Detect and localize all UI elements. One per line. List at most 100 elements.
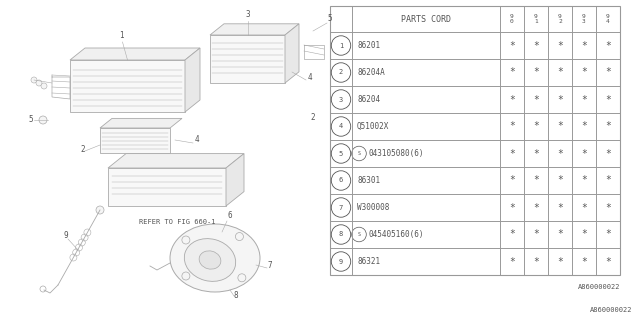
Text: *: * [533,94,539,105]
Circle shape [182,236,190,244]
Text: *: * [581,229,587,239]
Text: *: * [557,68,563,77]
Circle shape [238,274,246,282]
Text: *: * [605,148,611,158]
Text: *: * [605,229,611,239]
Circle shape [182,272,190,280]
Text: 6: 6 [339,178,343,183]
Text: 4: 4 [339,124,343,130]
Text: *: * [533,257,539,267]
Text: *: * [509,229,515,239]
Text: 043105080(6): 043105080(6) [368,149,424,158]
Text: *: * [557,94,563,105]
Text: *: * [509,94,515,105]
Text: 4: 4 [195,135,200,144]
Text: 7: 7 [268,261,273,270]
Text: *: * [509,175,515,186]
Text: *: * [581,175,587,186]
Text: 9: 9 [339,259,343,265]
Polygon shape [108,168,226,206]
Text: *: * [509,148,515,158]
Text: *: * [557,41,563,51]
Polygon shape [100,128,170,153]
Polygon shape [285,24,299,83]
Text: *: * [533,122,539,132]
Text: 8: 8 [233,291,237,300]
Text: 3: 3 [246,10,250,19]
Text: *: * [557,148,563,158]
Circle shape [31,77,37,83]
Bar [330,6,620,275]
Text: A860000022: A860000022 [577,284,620,290]
Text: *: * [581,257,587,267]
Text: 5: 5 [28,115,33,124]
Text: 045405160(6): 045405160(6) [368,230,424,239]
Text: W300008: W300008 [357,203,389,212]
Text: *: * [605,41,611,51]
Text: *: * [605,175,611,186]
Text: REFER TO FIG 660-1: REFER TO FIG 660-1 [139,219,215,225]
Text: 4: 4 [308,73,312,82]
Text: 7: 7 [339,204,343,211]
Text: 86204: 86204 [357,95,380,104]
Text: 5: 5 [339,150,343,156]
Text: *: * [509,41,515,51]
Text: 8: 8 [339,231,343,237]
Text: 6: 6 [228,211,232,220]
Polygon shape [70,60,185,112]
Text: 9
1: 9 1 [534,14,538,24]
Text: 5: 5 [327,14,332,23]
Text: PARTS CORD: PARTS CORD [401,14,451,23]
Text: *: * [509,122,515,132]
Text: *: * [557,203,563,212]
Text: *: * [533,175,539,186]
Polygon shape [210,35,285,83]
Polygon shape [185,48,200,112]
Text: *: * [605,122,611,132]
Text: 2: 2 [310,113,315,122]
Polygon shape [108,154,244,168]
Text: 86301: 86301 [357,176,380,185]
Text: *: * [581,68,587,77]
Text: *: * [581,148,587,158]
Text: *: * [533,148,539,158]
Circle shape [36,80,42,86]
Polygon shape [210,24,299,35]
Polygon shape [100,118,182,128]
Text: 1: 1 [339,43,343,49]
Text: 1: 1 [120,31,124,40]
Text: 86321: 86321 [357,257,380,266]
Ellipse shape [170,224,260,292]
Ellipse shape [184,239,236,281]
Text: 2: 2 [80,145,84,154]
Text: *: * [557,229,563,239]
Text: *: * [581,122,587,132]
Text: *: * [605,257,611,267]
Text: *: * [509,257,515,267]
Text: 9
0: 9 0 [510,14,514,24]
Text: *: * [557,175,563,186]
Text: 9
3: 9 3 [582,14,586,24]
Polygon shape [226,154,244,206]
Ellipse shape [199,251,221,269]
Text: Q51002X: Q51002X [357,122,389,131]
Text: 3: 3 [339,97,343,102]
Text: 9: 9 [63,231,68,240]
Text: 2: 2 [339,69,343,76]
Polygon shape [70,48,200,60]
Text: 9
2: 9 2 [558,14,562,24]
Text: A860000022: A860000022 [589,307,632,313]
Text: S: S [358,151,360,156]
Text: *: * [533,68,539,77]
Circle shape [236,233,243,241]
Text: *: * [533,41,539,51]
Text: *: * [605,94,611,105]
Text: S: S [358,232,360,237]
Circle shape [96,206,104,214]
Text: *: * [533,203,539,212]
Circle shape [41,83,47,89]
Text: *: * [509,203,515,212]
Text: *: * [557,257,563,267]
Text: 86201: 86201 [357,41,380,50]
Text: *: * [605,68,611,77]
